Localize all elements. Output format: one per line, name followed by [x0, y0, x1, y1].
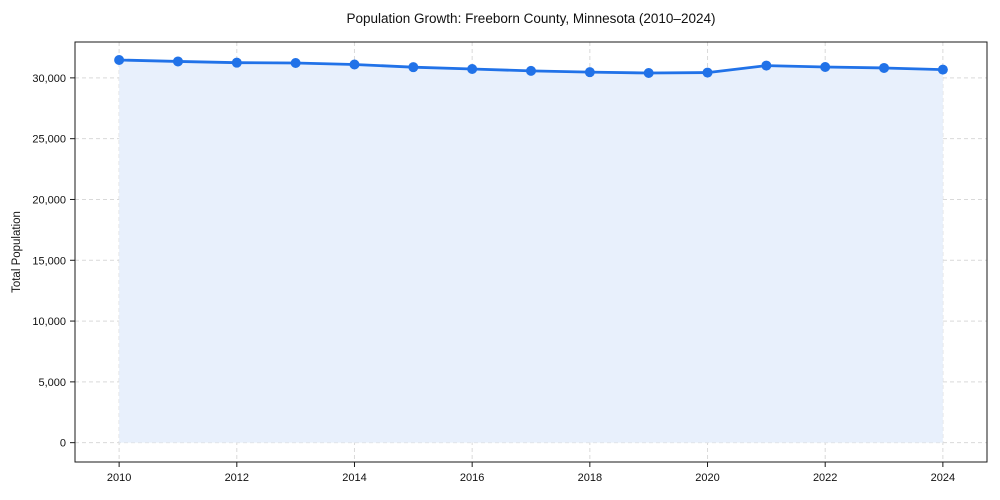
x-tick-label: 2016 — [460, 472, 484, 484]
data-point-marker — [114, 54, 125, 65]
x-tick-label: 2012 — [225, 472, 249, 484]
y-tick-label: 30,000 — [32, 73, 66, 85]
data-point-marker — [408, 62, 419, 73]
y-tick-label: 25,000 — [32, 134, 66, 146]
x-tick-label: 2020 — [695, 472, 719, 484]
data-point-marker — [231, 57, 242, 68]
x-tick-label: 2014 — [342, 472, 366, 484]
data-point-marker — [290, 57, 301, 68]
data-point-marker — [349, 59, 360, 70]
area-fill — [119, 59, 943, 443]
y-tick-label: 20,000 — [32, 194, 66, 206]
y-tick-label: 0 — [60, 438, 66, 450]
plot-border — [74, 41, 988, 463]
y-tick-label: 5,000 — [38, 377, 66, 389]
chart-title: Population Growth: Freeborn County, Minn… — [346, 11, 716, 26]
data-point-marker — [937, 64, 948, 75]
data-point-marker — [584, 67, 595, 78]
data-point-marker — [643, 68, 654, 79]
data-point-marker — [820, 61, 831, 72]
data-point-marker — [879, 62, 890, 73]
data-point-marker — [172, 56, 183, 67]
data-point-marker — [761, 60, 772, 71]
x-tick-label: 2024 — [931, 472, 955, 484]
y-tick-label: 10,000 — [32, 316, 66, 328]
x-tick-label: 2010 — [107, 472, 131, 484]
data-point-marker — [467, 63, 478, 74]
data-point-marker — [702, 67, 713, 78]
x-tick-label: 2022 — [813, 472, 837, 484]
x-tick-label: 2018 — [578, 472, 602, 484]
data-point-marker — [526, 65, 536, 76]
y-tick-label: 15,000 — [32, 255, 66, 267]
